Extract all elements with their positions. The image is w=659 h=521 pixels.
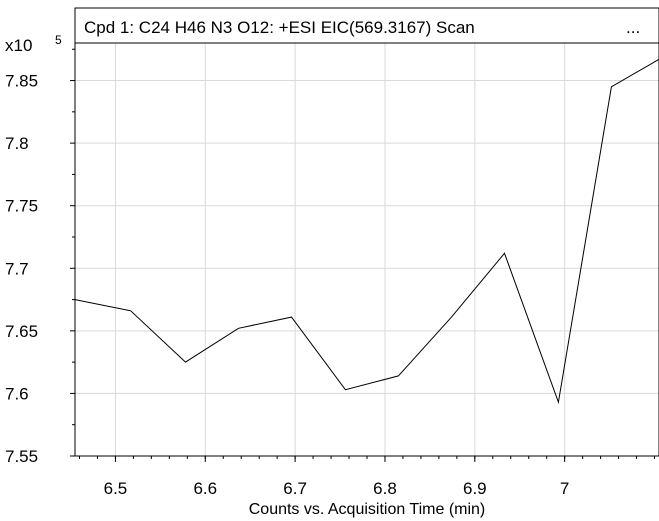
grid-lines — [75, 43, 659, 457]
y-tick-label: 7.6 — [5, 384, 29, 403]
x-tick-label: 6.8 — [373, 479, 397, 498]
y-tick-label: 7.7 — [5, 259, 29, 278]
y-scale-exponent: 5 — [55, 33, 62, 47]
x-tick-label: 6.9 — [463, 479, 487, 498]
x-tick-label: 6.5 — [104, 479, 128, 498]
y-tick-label: 7.75 — [5, 197, 38, 216]
x-tick-label: 6.6 — [193, 479, 217, 498]
title-more-indicator[interactable]: ... — [626, 18, 640, 37]
x-axis: 6.5 6.6 6.7 6.8 6.9 7 — [78, 456, 656, 498]
y-axis: 7.55 7.6 7.65 7.7 7.75 7.8 7.85 — [5, 48, 75, 466]
x-tick-label: 7 — [560, 479, 569, 498]
x-tick-label: 6.7 — [283, 479, 307, 498]
x-axis-title: Counts vs. Acquisition Time (min) — [249, 501, 486, 518]
y-tick-label: 7.85 — [5, 72, 38, 91]
y-scale-label: x10 — [5, 36, 32, 55]
eic-trace-line — [74, 58, 659, 405]
y-tick-label: 7.65 — [5, 322, 38, 341]
y-tick-label: 7.55 — [5, 447, 38, 466]
y-tick-label: 7.8 — [5, 134, 29, 153]
plot-frame — [74, 7, 659, 457]
chart-title: Cpd 1: C24 H46 N3 O12: +ESI EIC(569.3167… — [84, 18, 475, 37]
series-layer — [74, 58, 659, 405]
